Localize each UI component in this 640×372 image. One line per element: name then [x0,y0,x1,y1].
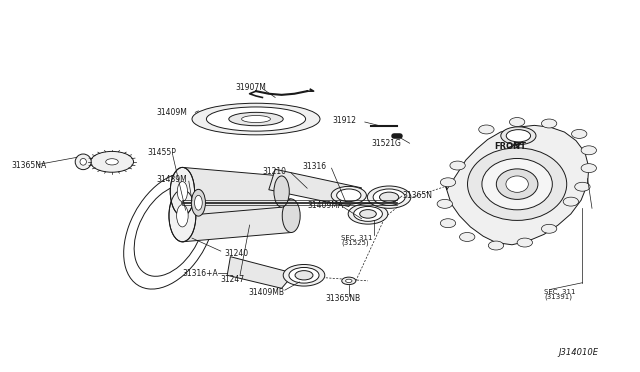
Ellipse shape [90,151,134,172]
Circle shape [541,119,557,128]
Circle shape [517,238,532,247]
Ellipse shape [354,206,383,221]
Ellipse shape [506,129,531,142]
Ellipse shape [373,189,405,205]
Ellipse shape [506,176,529,192]
Polygon shape [445,125,589,245]
Ellipse shape [177,182,188,202]
Text: 31247: 31247 [221,275,245,283]
Ellipse shape [482,158,552,210]
Circle shape [581,146,596,155]
Text: 31240: 31240 [224,249,248,258]
Ellipse shape [332,186,367,204]
Circle shape [479,125,494,134]
Text: 31316+A: 31316+A [182,269,218,278]
Circle shape [575,182,590,191]
Text: 31409MA: 31409MA [307,201,343,210]
Polygon shape [182,167,282,216]
Ellipse shape [346,279,352,283]
Ellipse shape [124,172,216,289]
Ellipse shape [289,267,319,283]
Ellipse shape [191,189,205,216]
Ellipse shape [380,192,399,202]
Circle shape [440,178,456,187]
Text: FRONT: FRONT [494,142,526,151]
Ellipse shape [337,189,361,202]
Ellipse shape [229,112,283,126]
Text: 31912: 31912 [333,116,357,125]
Text: SEC. 311: SEC. 311 [544,289,575,295]
Circle shape [488,241,504,250]
Ellipse shape [295,271,313,280]
Text: 31409M: 31409M [157,108,188,117]
Ellipse shape [206,107,306,131]
Text: 31210: 31210 [262,167,287,176]
Circle shape [440,219,456,228]
Ellipse shape [242,115,270,122]
Ellipse shape [360,210,376,218]
Text: 31489M: 31489M [157,175,188,184]
Text: 31907M: 31907M [236,83,266,92]
Ellipse shape [169,190,196,242]
Ellipse shape [170,167,195,216]
Ellipse shape [106,159,118,165]
Circle shape [563,197,579,206]
Polygon shape [182,190,291,242]
Ellipse shape [348,204,388,224]
Text: J314010E: J314010E [559,348,598,357]
Ellipse shape [282,199,300,232]
Ellipse shape [501,127,536,145]
Ellipse shape [76,154,92,170]
Text: 31365N: 31365N [402,191,432,200]
Text: 31409MB: 31409MB [248,288,284,296]
Ellipse shape [367,186,411,208]
Polygon shape [269,169,362,206]
Ellipse shape [195,195,202,210]
Circle shape [581,164,596,173]
Ellipse shape [80,158,86,165]
Polygon shape [227,257,294,288]
Text: 31365NA: 31365NA [12,161,47,170]
Ellipse shape [274,176,289,207]
Ellipse shape [342,277,356,285]
Circle shape [460,232,475,241]
Ellipse shape [134,185,205,276]
Circle shape [541,224,557,233]
Circle shape [437,199,452,208]
Text: 31521G: 31521G [371,140,401,148]
Ellipse shape [192,103,320,135]
Ellipse shape [283,264,325,286]
Circle shape [509,118,525,126]
Text: (31391): (31391) [544,294,572,300]
Text: 31365NB: 31365NB [325,294,360,303]
Text: (31525): (31525) [341,239,369,246]
Ellipse shape [497,169,538,199]
Ellipse shape [177,205,188,227]
Ellipse shape [467,148,567,220]
Text: SEC. 311: SEC. 311 [341,235,372,241]
Text: 31455P: 31455P [147,148,176,157]
Circle shape [450,161,465,170]
Circle shape [572,129,587,138]
Text: 31316: 31316 [302,162,326,171]
